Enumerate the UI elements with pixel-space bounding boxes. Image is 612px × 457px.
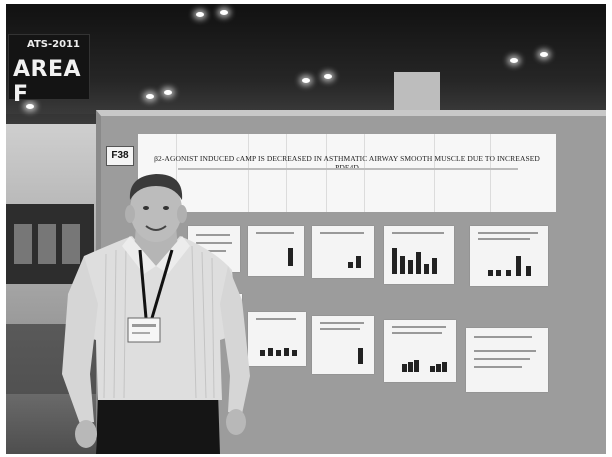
area-label: AREA F — [13, 57, 82, 107]
ceiling-light — [146, 94, 154, 99]
poster-sheet — [466, 328, 548, 392]
poster-session-photo: ATS-2011 AREA F F38 β2-AGONIST INDUCED c… — [6, 4, 606, 454]
ceiling-light — [196, 12, 204, 17]
booth-panel — [62, 224, 80, 264]
ceiling-light — [540, 52, 548, 57]
sheet-seam — [434, 134, 435, 212]
poster-sheet — [312, 226, 374, 278]
poster-sheet — [384, 320, 456, 382]
sheet-seam — [364, 134, 365, 212]
sheet-seam — [326, 134, 327, 212]
ceiling-light — [164, 90, 172, 95]
ceiling — [6, 4, 606, 114]
sheet-seam — [286, 134, 287, 212]
poster-sheet — [384, 226, 454, 284]
sheet-seam — [176, 134, 177, 212]
background-pillar — [394, 72, 440, 116]
ceiling-light — [26, 104, 34, 109]
poster-sheet — [470, 226, 548, 286]
ceiling-light — [510, 58, 518, 63]
area-sign: ATS-2011 AREA F — [8, 34, 90, 107]
ceiling-light — [302, 78, 310, 83]
board-number: F38 — [106, 146, 134, 166]
ceiling-light — [220, 10, 228, 15]
sheet-seam — [248, 134, 249, 212]
ceiling-light — [324, 74, 332, 79]
conference-label: ATS-2011 — [27, 39, 80, 50]
sheet-seam — [490, 134, 491, 212]
poster-sheet — [248, 226, 304, 276]
poster-sheet — [312, 316, 374, 374]
poster-title: β2-AGONIST INDUCED cAMP IS DECREASED IN … — [154, 154, 540, 172]
poster-sheet — [248, 312, 306, 366]
booth-panel — [14, 224, 32, 264]
presenter-person — [62, 174, 250, 454]
poster-title-banner: β2-AGONIST INDUCED cAMP IS DECREASED IN … — [138, 134, 556, 212]
author-line — [178, 168, 518, 170]
booth-panel — [38, 224, 56, 264]
